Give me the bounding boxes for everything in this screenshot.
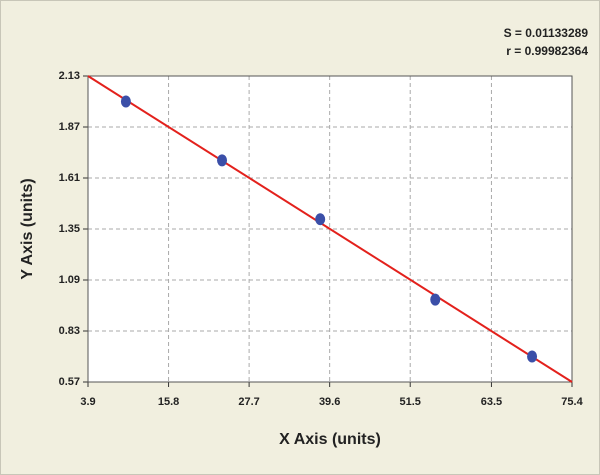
y-axis-title: Y Axis (units): [19, 178, 36, 279]
data-point: [315, 213, 326, 226]
x-tick-label: 27.7: [238, 396, 259, 408]
data-point: [120, 95, 131, 108]
fit-line: [87, 75, 573, 383]
x-tick-label: 63.5: [481, 396, 502, 408]
x-axis-title: X Axis (units): [279, 431, 381, 448]
data-point: [217, 154, 228, 167]
x-tick-label: 3.9: [80, 396, 95, 408]
data-point: [430, 293, 441, 306]
y-tick-label: 0.83: [59, 325, 80, 337]
data-point: [527, 350, 538, 363]
y-tick-label: 0.57: [59, 376, 80, 388]
x-tick-label: 51.5: [400, 396, 421, 408]
y-tick-label: 2.13: [59, 70, 80, 82]
y-tick-label: 1.61: [59, 172, 80, 184]
x-tick-label: 39.6: [319, 396, 340, 408]
plot-frame: [87, 75, 573, 383]
annotation: S = 0.01133289: [504, 26, 589, 40]
annotation: r = 0.99982364: [506, 44, 588, 58]
y-tick-label: 1.35: [59, 223, 80, 235]
y-tick-label: 1.09: [59, 274, 80, 286]
x-tick-label: 75.4: [561, 396, 583, 408]
y-tick-label: 1.87: [59, 121, 80, 133]
x-tick-label: 15.8: [158, 396, 179, 408]
